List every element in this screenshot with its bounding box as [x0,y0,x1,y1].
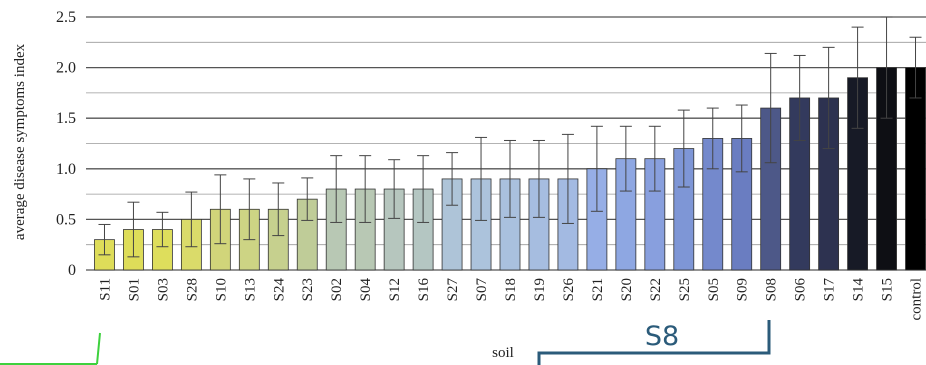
x-tick-label: S16 [416,278,432,302]
y-tick-label: 1.0 [56,161,76,178]
x-tick-label: control [909,278,925,321]
y-tick-label: 1.5 [56,110,76,127]
x-tick-label: S24 [271,278,287,302]
x-tick-label: S14 [851,278,867,302]
callout-bracket [537,320,771,365]
x-tick-label: S12 [387,278,403,301]
x-tick-label: S07 [474,278,490,302]
x-tick-label: S17 [822,278,838,302]
x-tick-label: S20 [619,278,635,301]
x-tick-label: S22 [648,278,664,301]
x-tick-label: S05 [706,278,722,301]
x-tick-label: S04 [358,278,374,302]
y-tick-labels: 0 0.5 1.0 1.5 2.0 2.5 [56,9,76,279]
error-bars [98,16,922,258]
x-tick-label: S18 [503,278,519,301]
x-tick-label: S02 [329,278,345,301]
x-tick-label: S08 [764,278,780,301]
x-tick-label: S01 [126,278,142,301]
x-tick-label: S25 [677,278,693,301]
y-tick-label: 0 [68,262,76,279]
x-tick-label: S23 [300,278,316,301]
y-tick-label: 2.0 [56,60,76,77]
y-tick-label: 2.5 [56,9,76,26]
x-tick-labels: S11 S01 S03 S28 S10 S13 S24 S23 S02 S04 S12 S16 S27 S… [97,278,924,321]
x-tick-label: S26 [561,278,577,302]
y-axis-label: average disease symptoms index [12,43,28,240]
x-tick-label: S13 [242,278,258,301]
x-tick-label: S10 [213,278,229,301]
highlight-marker [0,332,101,365]
x-tick-label: S21 [590,278,606,301]
callout-label: S8 [645,321,679,352]
x-tick-label: S11 [97,278,113,301]
y-tick-label: 0.5 [56,211,76,228]
x-tick-label: S28 [184,278,200,301]
x-tick-label: S06 [793,278,809,302]
x-tick-label: S27 [445,278,461,302]
x-tick-label: S09 [735,278,751,301]
x-tick-label: S15 [880,278,896,301]
x-tick-label: S03 [155,278,171,301]
x-axis-label: soil [492,345,514,361]
x-tick-label: S19 [532,278,548,301]
